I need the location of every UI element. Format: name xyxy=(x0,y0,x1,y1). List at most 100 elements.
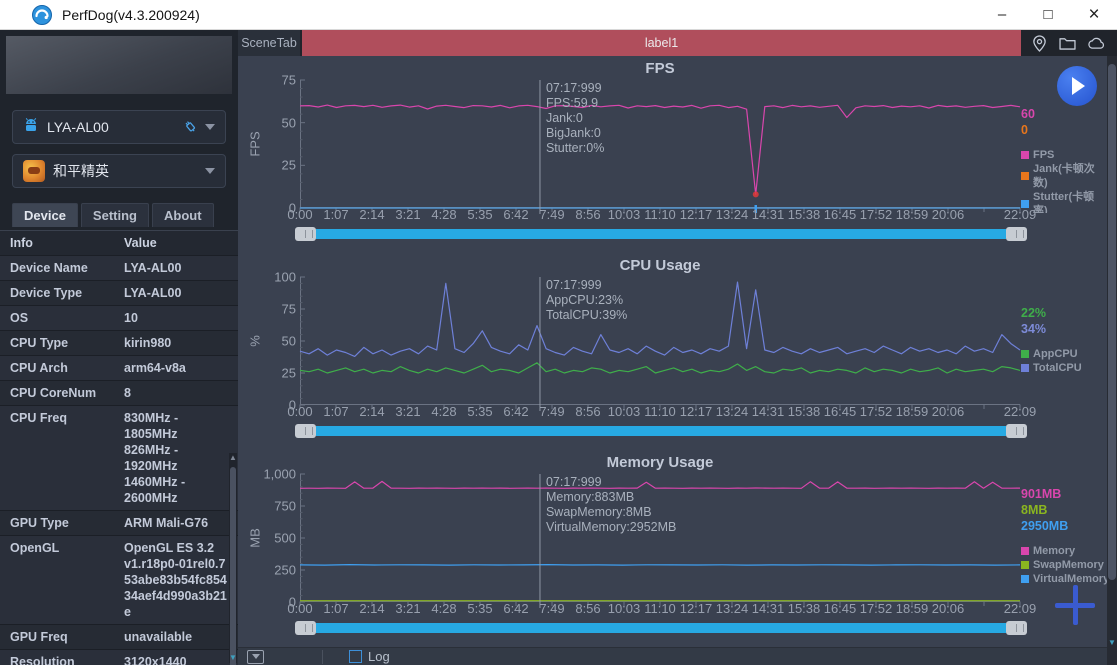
x-tick-label: 14:31 xyxy=(751,404,785,419)
y-axis-ticks: 0 250 500 750 1,000 xyxy=(263,467,298,610)
y-tick-label: 1,000 xyxy=(263,466,296,482)
device-selector-value: LYA-AL00 xyxy=(47,119,109,135)
x-tick-label: 10:03 xyxy=(607,601,641,616)
log-checkbox[interactable] xyxy=(349,650,362,663)
topbar-icons xyxy=(1021,30,1117,56)
x-tick-label: 13:24 xyxy=(715,404,749,419)
scrollbar-right-handle[interactable] xyxy=(1006,424,1027,438)
scrollbar-left-handle[interactable] xyxy=(295,621,316,635)
x-tick-label: 7:49 xyxy=(539,601,565,616)
scene-label-bar[interactable]: label1 xyxy=(302,30,1021,56)
scrollbar-right-handle[interactable] xyxy=(1006,227,1027,241)
x-tick-label: 16:45 xyxy=(823,207,857,222)
scrollbar-track[interactable] xyxy=(316,426,1006,436)
y-tick-label: 0 xyxy=(288,397,296,413)
scrollbar-left-handle[interactable] xyxy=(295,227,316,241)
x-tick-label: 2:14 xyxy=(359,404,385,419)
device-selector[interactable]: LYA-AL00 xyxy=(12,110,226,144)
scroll-down-icon[interactable]: ▼ xyxy=(229,653,237,662)
legend-label: Memory xyxy=(1033,545,1076,557)
usb-connection-icon xyxy=(181,117,197,138)
legend-label: FPS xyxy=(1033,149,1055,161)
window-title: PerfDog(v4.3.200924) xyxy=(62,6,200,23)
x-tick-label: 15:38 xyxy=(787,404,821,419)
value-cell: kirin980 xyxy=(124,336,172,350)
chart-side-panel: 60 0 FPS Jank(卡顿次数) Stutter(卡顿率) xyxy=(1021,80,1107,213)
chart-title: CPU Usage xyxy=(619,257,701,274)
legend-swatch-icon xyxy=(1021,350,1029,358)
y-tick-label: 25 xyxy=(281,157,296,173)
x-tick-label: 17:52 xyxy=(859,207,893,222)
table-scrollbar[interactable]: ▲ ▼ xyxy=(229,453,237,665)
close-button[interactable]: × xyxy=(1088,3,1100,25)
value-cell: unavailable xyxy=(124,630,193,644)
chart-legend: FPS Jank(卡顿次数) Stutter(卡顿率) xyxy=(1021,148,1107,213)
minimize-button[interactable]: – xyxy=(997,6,1007,23)
x-tick-label: 8:56 xyxy=(575,207,601,222)
x-tick-label: 14:31 xyxy=(751,601,785,616)
x-axis-ticks: 0:00 1:07 2:14 3:21 4:28 5:35 6:42 7:49 8:56 10:0… xyxy=(287,207,1036,223)
scrollbar-left-handle[interactable] xyxy=(295,424,316,438)
x-tick-label: 18:59 xyxy=(895,601,929,616)
device-screen-preview xyxy=(6,36,232,94)
scrollbar-right-handle[interactable] xyxy=(1006,621,1027,635)
table-header-row: Info Value xyxy=(0,231,238,256)
scene-tab[interactable]: SceneTab xyxy=(238,30,300,56)
current-value: 34% xyxy=(1021,322,1047,336)
main-vertical-scrollbar[interactable]: ▼ xyxy=(1107,56,1117,665)
main-panel: SceneTab label1 xyxy=(238,30,1117,665)
table-row: OS 10 xyxy=(0,306,238,331)
chart-horizontal-scrollbar[interactable] xyxy=(295,621,1027,635)
tab-device[interactable]: Device xyxy=(12,203,78,227)
x-tick-label: 22:09 xyxy=(1003,207,1037,222)
x-tick-label: 20:06 xyxy=(931,601,965,616)
legend-item: SwapMemory xyxy=(1021,558,1107,572)
x-tick-label: 16:45 xyxy=(823,601,857,616)
scroll-down-icon[interactable]: ▼ xyxy=(1108,638,1116,647)
window-controls: – □ × xyxy=(979,0,1117,29)
x-tick-label: 8:56 xyxy=(575,601,601,616)
chart-horizontal-scrollbar[interactable] xyxy=(295,424,1027,438)
scroll-up-icon[interactable]: ▲ xyxy=(229,453,237,462)
x-tick-label: 1:07 xyxy=(323,404,349,419)
app-selector[interactable]: 和平精英 xyxy=(12,154,226,188)
x-tick-label: 18:59 xyxy=(895,207,929,222)
tab-setting[interactable]: Setting xyxy=(80,203,149,227)
legend-item: VirtualMemory xyxy=(1021,572,1107,586)
x-tick-label: 5:35 xyxy=(467,601,493,616)
y-tick-label: 50 xyxy=(281,333,296,349)
table-row: GPU Freq unavailable xyxy=(0,625,238,650)
maximize-button[interactable]: □ xyxy=(1043,6,1053,23)
scrollbar-track[interactable] xyxy=(316,229,1006,239)
x-tick-label: 15:38 xyxy=(787,601,821,616)
current-value: 22% xyxy=(1021,306,1047,320)
info-cell: GPU Type xyxy=(10,516,69,530)
scrollbar-track[interactable] xyxy=(316,623,1006,633)
info-cell: CPU Freq xyxy=(10,411,67,425)
play-button[interactable] xyxy=(1057,66,1097,106)
chart-title: FPS xyxy=(645,60,675,77)
info-cell: Device Type xyxy=(10,286,83,300)
bottom-bar: Log xyxy=(238,647,1107,665)
legend-label: VirtualMemory xyxy=(1033,573,1107,585)
legend-label: TotalCPU xyxy=(1033,362,1082,374)
x-tick-label: 1:07 xyxy=(323,207,349,222)
folder-icon[interactable] xyxy=(1058,36,1076,50)
location-pin-icon[interactable] xyxy=(1032,34,1047,52)
android-icon xyxy=(23,117,39,137)
add-chart-button[interactable] xyxy=(1055,585,1095,625)
table-scrollbar-thumb[interactable] xyxy=(230,467,236,665)
x-tick-label: 18:59 xyxy=(895,404,929,419)
x-tick-label: 7:49 xyxy=(539,207,565,222)
chart-horizontal-scrollbar[interactable] xyxy=(295,227,1027,241)
x-axis-ticks: 0:00 1:07 2:14 3:21 4:28 5:35 6:42 7:49 8:56 10:0… xyxy=(287,404,1036,420)
tab-about[interactable]: About xyxy=(151,203,214,227)
legend-item: Stutter(卡顿率) xyxy=(1021,190,1107,213)
vertical-scrollbar-thumb[interactable] xyxy=(1108,64,1116,580)
cloud-icon[interactable] xyxy=(1087,37,1106,50)
current-value: 8MB xyxy=(1021,503,1048,517)
scene-topbar: SceneTab label1 xyxy=(238,30,1117,56)
info-cell: Resolution xyxy=(10,655,75,665)
y-tick-label: 750 xyxy=(274,498,296,514)
collapse-panel-icon[interactable] xyxy=(247,649,264,664)
